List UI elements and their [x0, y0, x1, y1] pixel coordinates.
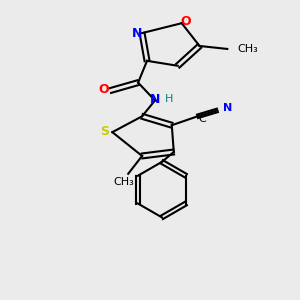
Text: N: N	[132, 27, 142, 40]
Text: CH₃: CH₃	[114, 177, 135, 187]
Text: H: H	[165, 94, 173, 104]
Text: CH₃: CH₃	[237, 44, 258, 54]
Text: N: N	[223, 103, 232, 113]
Text: N: N	[150, 93, 160, 106]
Text: C: C	[199, 114, 206, 124]
Text: O: O	[180, 15, 191, 28]
Text: S: S	[100, 125, 109, 138]
Text: O: O	[98, 83, 109, 96]
